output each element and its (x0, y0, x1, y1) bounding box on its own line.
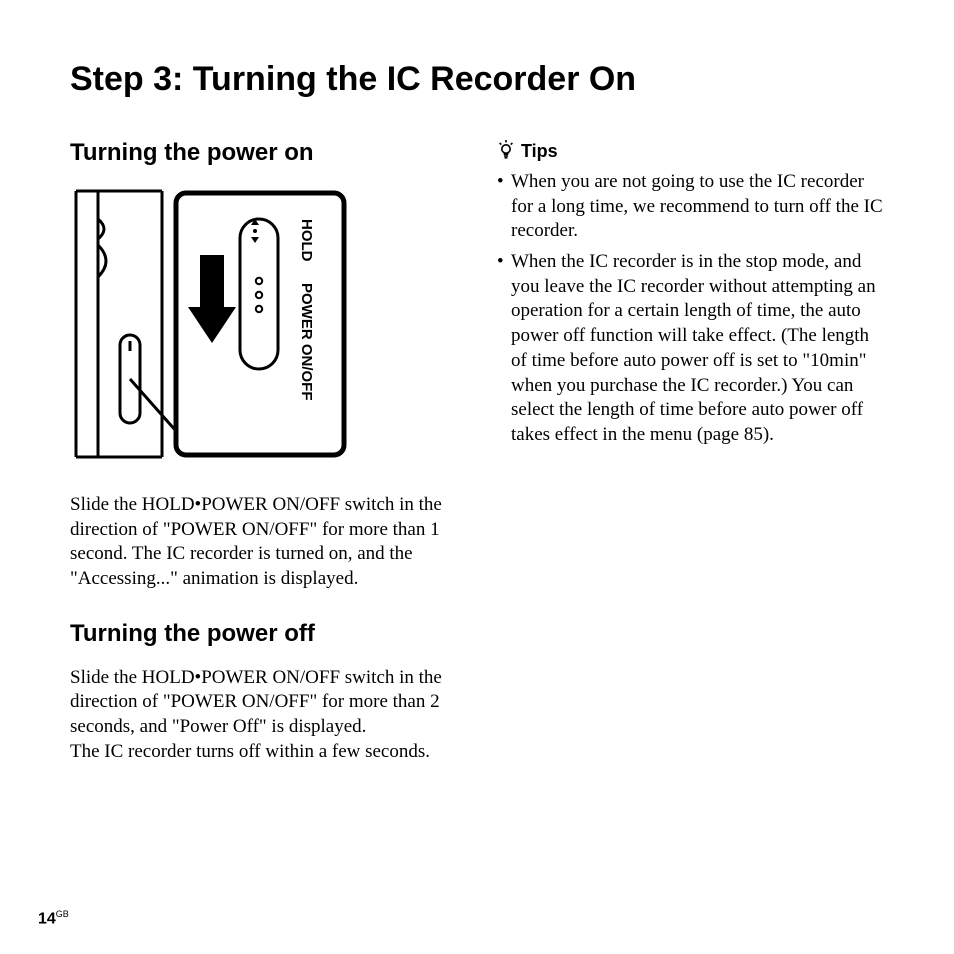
tips-header: Tips (497, 139, 884, 164)
tips-item: When the IC recorder is in the stop mode… (497, 250, 884, 448)
svg-text:HOLD: HOLD (298, 219, 315, 262)
manual-page: Step 3: Turning the IC Recorder On Turni… (0, 0, 954, 954)
page-number: 14GB (38, 909, 69, 928)
section-heading-power-on: Turning the power on (70, 139, 457, 167)
page-region: GB (56, 909, 69, 919)
tips-item: When you are not going to use the IC rec… (497, 170, 884, 244)
power-on-body: Slide the HOLD•POWER ON/OFF switch in th… (70, 493, 457, 592)
two-column-layout: Turning the power on (70, 139, 884, 793)
power-off-body: Slide the HOLD•POWER ON/OFF switch in th… (70, 666, 457, 765)
section-heading-power-off: Turning the power off (70, 620, 457, 648)
right-column: Tips When you are not going to use the I… (497, 139, 884, 793)
page-title: Step 3: Turning the IC Recorder On (70, 60, 884, 99)
lightbulb-icon (497, 139, 515, 164)
svg-text:POWER ON/OFF: POWER ON/OFF (298, 283, 315, 401)
power-switch-diagram: HOLD POWER ON/OFF (70, 185, 350, 465)
tips-label: Tips (521, 141, 558, 162)
page-number-value: 14 (38, 910, 56, 927)
tips-list: When you are not going to use the IC rec… (497, 170, 884, 448)
left-column: Turning the power on (70, 139, 457, 793)
